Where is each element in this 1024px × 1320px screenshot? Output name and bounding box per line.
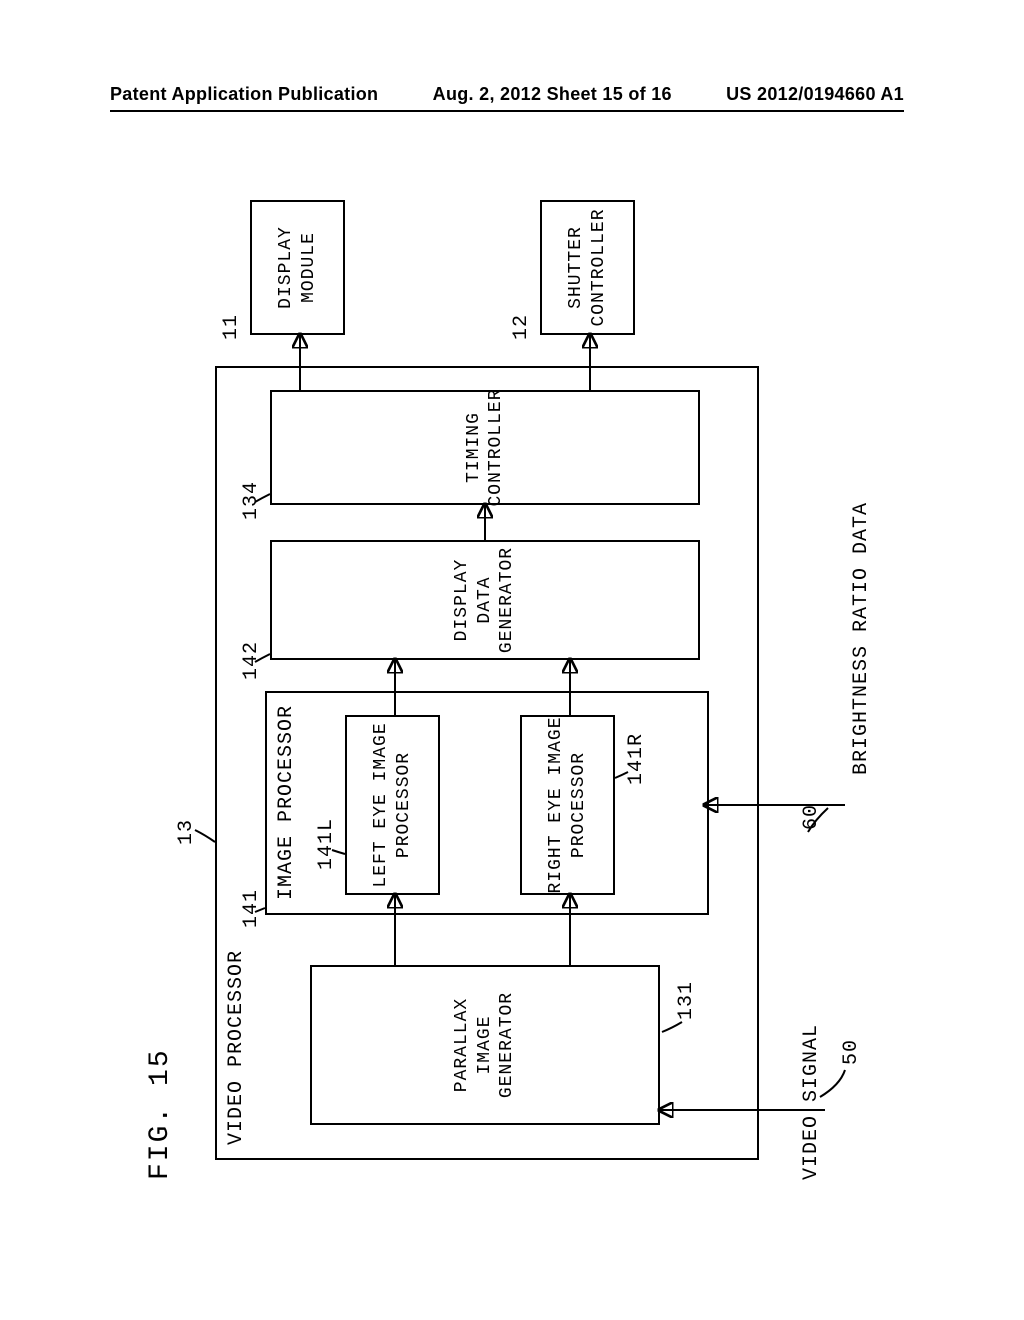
page-header: Patent Application Publication Aug. 2, 2…: [110, 84, 904, 105]
header-date-sheet: Aug. 2, 2012 Sheet 15 of 16: [433, 84, 672, 105]
page: Patent Application Publication Aug. 2, 2…: [0, 0, 1024, 1320]
figure-wrap: FIG. 15 VIDEO PROCESSOR 13 IMAGE PROCESS…: [120, 190, 910, 1180]
figure-canvas: FIG. 15 VIDEO PROCESSOR 13 IMAGE PROCESS…: [120, 190, 910, 1180]
header-rule: [110, 110, 904, 112]
header-publication: Patent Application Publication: [110, 84, 378, 105]
wiring-svg: [120, 190, 910, 1180]
header-pub-number: US 2012/0194660 A1: [726, 84, 904, 105]
